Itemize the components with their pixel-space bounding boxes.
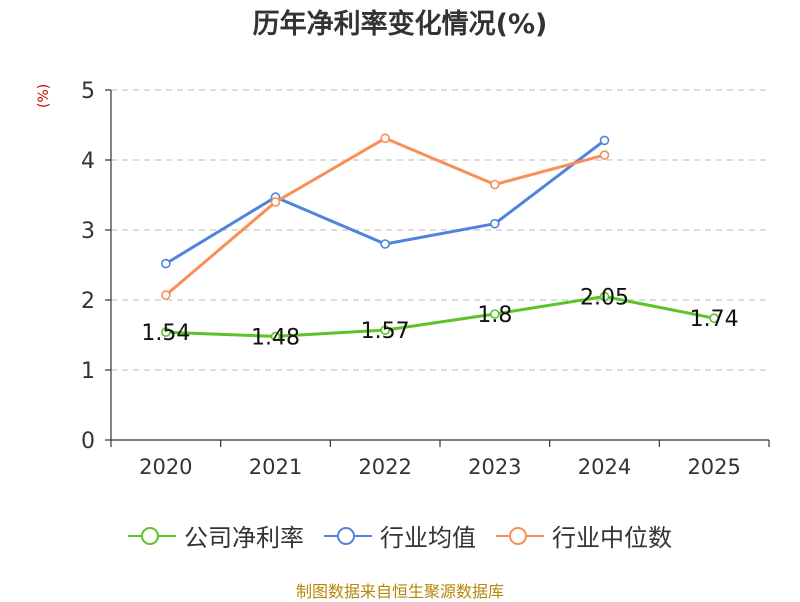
- x-tick-label: 2021: [249, 455, 302, 479]
- legend-item-industry-median[interactable]: 行业中位数: [496, 518, 672, 553]
- data-point: [270, 197, 281, 207]
- y-tick-label: 4: [81, 149, 95, 174]
- legend-item-company[interactable]: 公司净利率: [128, 518, 304, 553]
- y-tick-label: 2: [81, 289, 95, 314]
- y-tick-label: 5: [81, 79, 95, 104]
- legend-label: 行业中位数: [552, 524, 672, 552]
- series-line: [165, 295, 715, 338]
- legend: 公司净利率 行业均值 行业中位数: [0, 518, 800, 553]
- series-line: [164, 136, 605, 297]
- data-label: 1.8: [477, 303, 512, 328]
- data-point: [380, 133, 390, 144]
- y-tick-label: 0: [81, 429, 95, 454]
- data-point: [380, 325, 390, 335]
- x-tick-label: 2023: [468, 455, 521, 479]
- legend-item-industry-mean[interactable]: 行业均值: [324, 518, 476, 553]
- source-note: 制图数据来自恒生聚源数据库: [295, 582, 504, 601]
- legend-label: 公司净利率: [184, 524, 304, 552]
- data-point: [270, 331, 281, 342]
- data-point: [709, 313, 719, 324]
- x-tick-label: 2025: [687, 455, 740, 479]
- data-point: [599, 291, 610, 302]
- legend-marker: [496, 526, 544, 546]
- data-label: 1.74: [690, 307, 739, 332]
- data-label: 1.54: [141, 321, 190, 346]
- data-label: 1.48: [251, 325, 300, 350]
- data-point: [380, 239, 390, 249]
- legend-marker: [128, 526, 176, 546]
- y-tick-label: 3: [81, 219, 95, 244]
- legend-label: 行业均值: [380, 524, 476, 552]
- data-point: [599, 135, 610, 146]
- data-point: [490, 309, 500, 319]
- data-point: [161, 290, 171, 300]
- data-point: [490, 179, 500, 190]
- data-label: 1.57: [361, 319, 410, 344]
- chart-title: 历年净利率变化情况(%): [252, 9, 548, 40]
- x-tick-label: 2024: [578, 455, 631, 479]
- data-point: [599, 150, 610, 160]
- legend-marker: [324, 526, 372, 546]
- data-label: 2.05: [580, 286, 629, 311]
- data-point: [161, 327, 171, 338]
- x-tick-label: 2022: [358, 455, 411, 479]
- data-point: [490, 218, 500, 229]
- x-tick-label: 2020: [139, 455, 192, 479]
- y-tick-label: 1: [81, 359, 95, 384]
- data-point: [161, 258, 171, 269]
